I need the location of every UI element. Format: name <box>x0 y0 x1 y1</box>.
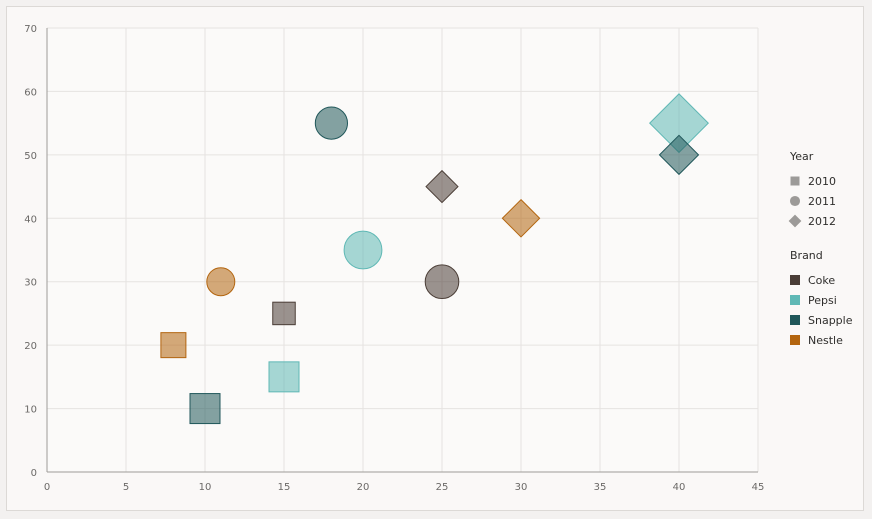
y-tick-label: 30 <box>24 278 37 289</box>
point-nestle-2010[interactable] <box>160 332 187 359</box>
x-tick-label: 40 <box>673 482 686 493</box>
x-tick-label: 0 <box>44 482 50 493</box>
point-nestle-2012[interactable] <box>501 198 541 238</box>
x-tick-label: 15 <box>278 482 291 493</box>
y-tick-label: 40 <box>24 214 37 225</box>
grid-lines <box>47 27 759 472</box>
plot-area <box>47 28 758 472</box>
x-tick-label: 5 <box>123 482 129 493</box>
legend-brand-coke: Coke <box>808 274 835 287</box>
legend: Year 2010 2011 2012 Brand Coke Pepsi Snapple Nes… <box>788 150 853 347</box>
x-tick-label: 20 <box>357 482 370 493</box>
data-points <box>160 93 709 425</box>
point-pepsi-2011[interactable] <box>343 230 383 270</box>
legend-circle-icon[interactable] <box>789 195 801 207</box>
legend-square-icon[interactable] <box>790 176 800 186</box>
legend-brand-title: Brand <box>790 249 823 262</box>
chart-frame: 0 5 10 15 20 25 30 35 40 45 0 10 20 30 40 50 60 70 Year 20… <box>6 6 864 511</box>
x-tick-label: 30 <box>515 482 528 493</box>
x-tick-label: 10 <box>199 482 212 493</box>
legend-year-2010: 2010 <box>808 175 836 188</box>
bubble-chart: 0 5 10 15 20 25 30 35 40 45 0 10 20 30 40 50 60 70 Year 20… <box>24 24 853 493</box>
x-tick-label: 25 <box>436 482 449 493</box>
legend-brand-nestle: Nestle <box>808 334 843 347</box>
legend-year-2012: 2012 <box>808 215 836 228</box>
legend-swatch-coke <box>790 275 800 285</box>
y-tick-label: 60 <box>24 87 37 98</box>
legend-year-title: Year <box>789 150 814 163</box>
point-nestle-2011[interactable] <box>206 267 236 297</box>
y-tick-label: 20 <box>24 341 37 352</box>
point-snapple-2011[interactable] <box>314 106 348 140</box>
point-coke-2011[interactable] <box>424 264 460 300</box>
x-tick-label: 45 <box>752 482 765 493</box>
y-tick-label: 10 <box>24 405 37 416</box>
legend-swatch-snapple <box>790 315 800 325</box>
legend-brand-snapple: Snapple <box>808 314 853 327</box>
point-coke-2012[interactable] <box>425 169 459 204</box>
point-snapple-2010[interactable] <box>189 393 221 425</box>
y-tick-label: 50 <box>24 151 37 162</box>
legend-diamond-icon[interactable] <box>788 214 802 228</box>
axes: 0 5 10 15 20 25 30 35 40 45 0 10 20 30 40 50 60 70 <box>24 24 764 493</box>
legend-year-2011: 2011 <box>808 195 836 208</box>
y-tick-label: 0 <box>31 468 37 479</box>
legend-brand-pepsi: Pepsi <box>808 294 837 307</box>
x-tick-label: 35 <box>594 482 607 493</box>
legend-swatch-pepsi <box>790 295 800 305</box>
y-tick-label: 70 <box>24 24 37 35</box>
legend-swatch-nestle <box>790 335 800 345</box>
point-coke-2010[interactable] <box>272 301 296 326</box>
point-pepsi-2010[interactable] <box>268 361 300 393</box>
point-snapple-2012[interactable] <box>658 134 700 176</box>
